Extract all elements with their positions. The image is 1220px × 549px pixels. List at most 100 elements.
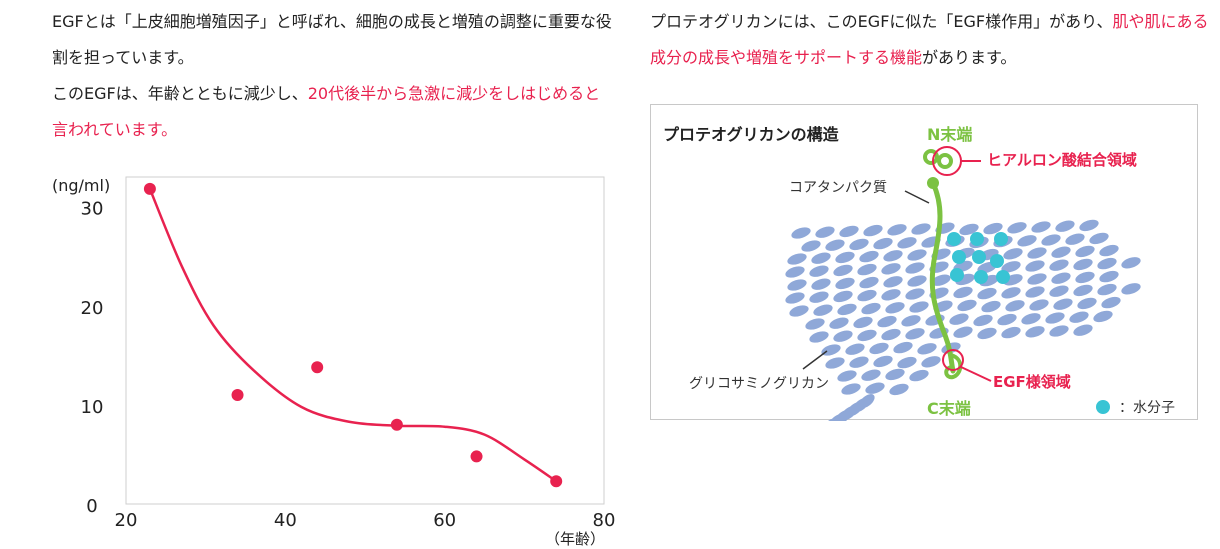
glycosaminoglycan-unit (1099, 270, 1119, 283)
glycosaminoglycan-unit (869, 342, 889, 355)
glycosaminoglycan-unit (983, 222, 1003, 235)
glycosaminoglycan-unit (893, 341, 913, 354)
water-molecule (952, 250, 966, 264)
glycosaminoglycan-unit (1025, 286, 1045, 298)
glycosaminoglycan-unit (1121, 283, 1141, 295)
proteoglycan-illustration (785, 146, 1141, 421)
c-terminal-label: C末端 (927, 399, 971, 418)
water-molecule (974, 270, 988, 284)
glycosaminoglycan-unit (873, 237, 893, 250)
glycosaminoglycan-unit (785, 266, 805, 278)
glycosaminoglycan-unit (949, 313, 969, 325)
glycosaminoglycan-unit (1073, 284, 1093, 297)
glycosaminoglycan-unit (1093, 310, 1113, 323)
glycosaminoglycan-unit (787, 279, 807, 291)
glycosaminoglycan-unit (1027, 247, 1047, 259)
chart-x-unit: （年齢） (545, 530, 606, 548)
glycosaminoglycan-unit (811, 252, 831, 264)
glycosaminoglycan-unit (853, 316, 873, 329)
glycosaminoglycan-unit (811, 278, 831, 290)
glycosaminoglycan-unit (857, 289, 877, 302)
y-tick-label: 10 (81, 397, 104, 418)
glycosaminoglycan-unit (1053, 298, 1073, 310)
egf-description-text: EGFとは「上皮細胞増殖因子」と呼ばれ、細胞の成長と増殖の調整に重要な役割を担っ… (52, 12, 612, 67)
glycosaminoglycan-unit (785, 292, 805, 304)
data-point (470, 450, 483, 463)
glycosaminoglycan-unit (1065, 233, 1085, 245)
glycosaminoglycan-unit (791, 227, 811, 239)
glycosaminoglycan-unit (787, 253, 807, 265)
glycosaminoglycan-unit (959, 223, 979, 236)
egf-like-domain-label: EGF様領域 (993, 373, 1071, 391)
x-tick-label: 80 (593, 510, 616, 531)
glycosaminoglycan-unit (977, 287, 997, 300)
glycosaminoglycan-unit (1001, 261, 1021, 273)
trend-line (148, 188, 557, 483)
glycosaminoglycan-unit (835, 277, 855, 290)
intro-paragraph-right: プロテオグリカンには、このEGFに似た「EGF様作用」があり、肌や肌にある成分の… (650, 4, 1210, 76)
water-molecule (996, 270, 1010, 284)
glycosaminoglycan-unit (839, 225, 859, 238)
x-tick-label: 60 (433, 510, 456, 531)
water-molecule (994, 232, 1008, 246)
x-tick-label: 20 (115, 510, 138, 531)
glycosaminoglycan-unit (889, 383, 909, 396)
water-molecule (972, 250, 986, 264)
glycosaminoglycan-unit (833, 290, 853, 303)
glycosaminoglycan-unit (873, 355, 893, 368)
glycosaminoglycan-unit (881, 328, 901, 341)
glycosaminoglycan-unit (1025, 260, 1045, 272)
x-tick-label: 40 (274, 510, 297, 531)
water-legend-dot (1096, 400, 1110, 414)
c-terminal-loop (944, 353, 963, 380)
n-terminal-label: N末端 (927, 125, 973, 144)
glycosaminoglycan-unit (849, 238, 869, 251)
egf-domain-pointer (960, 366, 992, 382)
water-molecule (950, 268, 964, 282)
glycosaminoglycan-unit (865, 382, 885, 394)
glycosaminoglycan-unit (1075, 271, 1095, 284)
egf-age-chart: 0 10 20 30 20 40 60 80 (81, 176, 616, 531)
glycosaminoglycan-unit (861, 369, 881, 381)
glycosaminoglycan-unit (1097, 283, 1117, 296)
glycosaminoglycan-unit (921, 356, 941, 368)
hyaluronic-binding-label: ヒアルロン酸結合領域 (987, 151, 1137, 169)
glycosaminoglycan-unit (1077, 297, 1097, 310)
glycosaminoglycan-unit (1073, 258, 1093, 271)
glycosaminoglycan-unit (897, 237, 917, 249)
glycosaminoglycan-unit (885, 368, 905, 381)
glycosaminoglycan-unit (857, 263, 877, 276)
glycosaminoglycan-unit (973, 314, 993, 327)
glycosaminoglycan-unit (1069, 311, 1089, 323)
glycosaminoglycan-unit (883, 250, 903, 262)
glycosaminoglycan-unit (1021, 313, 1041, 325)
glycosaminoglycan-unit (833, 264, 853, 277)
glycosaminoglycan-unit (829, 414, 845, 421)
glycosaminoglycan-unit (881, 289, 901, 301)
glycosaminoglycan-unit (877, 315, 897, 328)
glycosaminoglycan-unit (1007, 222, 1027, 234)
n-terminal-loop (923, 149, 939, 165)
glycosaminoglycan-unit (1051, 246, 1071, 258)
core-protein-pointer (904, 190, 930, 204)
glycosaminoglycan-unit (833, 330, 853, 342)
data-point (390, 418, 403, 431)
glycosaminoglycan-unit (801, 240, 821, 252)
glycosaminoglycan-unit (905, 288, 925, 300)
n-terminal-loop (937, 153, 953, 169)
core-protein-chain (929, 180, 956, 374)
glycosaminoglycan-unit (1049, 285, 1069, 297)
glycosaminoglycan-unit (837, 303, 857, 316)
glycosaminoglycan-unit (909, 301, 929, 313)
glycosaminoglycan-unit (953, 326, 973, 338)
glycosaminoglycan-unit (1089, 232, 1109, 245)
glycosaminoglycan-unit (1001, 287, 1021, 299)
glycosaminoglycan-unit (1051, 272, 1071, 284)
data-point (550, 475, 563, 488)
glycosaminoglycan-unit (907, 275, 927, 287)
glycosaminoglycan-unit (885, 302, 905, 314)
proteoglycan-structure-diagram: プロテオグリカンの構造 N末端 ヒアルロン酸結合領域 コアタンパク質 グリコサミ… (650, 104, 1198, 421)
data-point (311, 361, 324, 374)
glycosaminoglycan-unit (859, 276, 879, 289)
glycosaminoglycan-unit (1055, 220, 1075, 232)
